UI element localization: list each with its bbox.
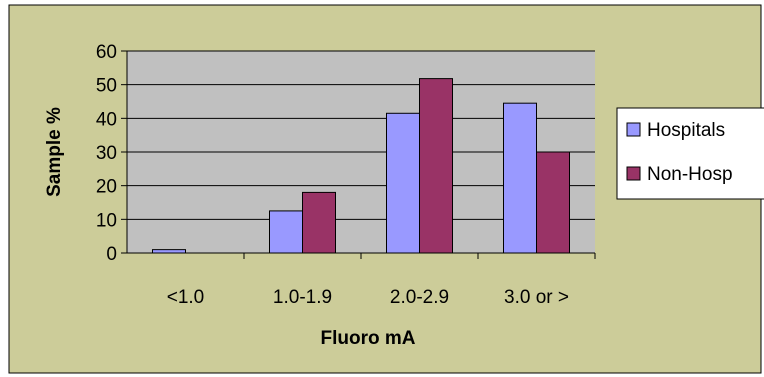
y-tick-label: 30 xyxy=(96,143,117,164)
x-tick-label: <1.0 xyxy=(167,287,205,308)
bar-hospitals xyxy=(269,210,303,254)
bar-hospitals xyxy=(152,249,186,254)
x-tick-label: 2.0-2.9 xyxy=(390,287,449,308)
y-tick-label: 50 xyxy=(96,76,117,97)
legend-swatch-hospitals xyxy=(626,122,641,137)
legend-swatch-non-hosp xyxy=(626,166,641,181)
x-tick-label: 3.0 or > xyxy=(504,287,569,308)
bar-hospitals xyxy=(503,102,537,254)
legend-box xyxy=(616,107,764,200)
y-tick-label: 20 xyxy=(96,177,117,198)
bar-non-hosp xyxy=(419,78,453,254)
legend: Hospitals Non-Hosp xyxy=(616,107,764,200)
y-tick-label: 0 xyxy=(106,244,117,265)
legend-label-hospitals: Hospitals xyxy=(647,120,725,141)
x-tick-label: 1.0-1.9 xyxy=(273,287,332,308)
bar-non-hosp xyxy=(536,151,570,254)
y-tick-label: 60 xyxy=(96,42,117,63)
y-axis-title: Sample % xyxy=(44,107,65,197)
x-tick-labels: <1.0 1.0-1.9 2.0-2.9 3.0 or > xyxy=(167,253,596,308)
bar-hospitals xyxy=(386,112,420,254)
y-tick-label: 40 xyxy=(96,109,117,130)
y-tick-label: 10 xyxy=(96,210,117,231)
bar-non-hosp xyxy=(302,191,336,254)
x-axis-title: Fluoro mA xyxy=(321,328,416,349)
legend-label-non-hosp: Non-Hosp xyxy=(647,164,733,185)
bars xyxy=(152,78,570,254)
y-tick-labels: 0 10 20 30 40 50 60 xyxy=(96,42,127,265)
